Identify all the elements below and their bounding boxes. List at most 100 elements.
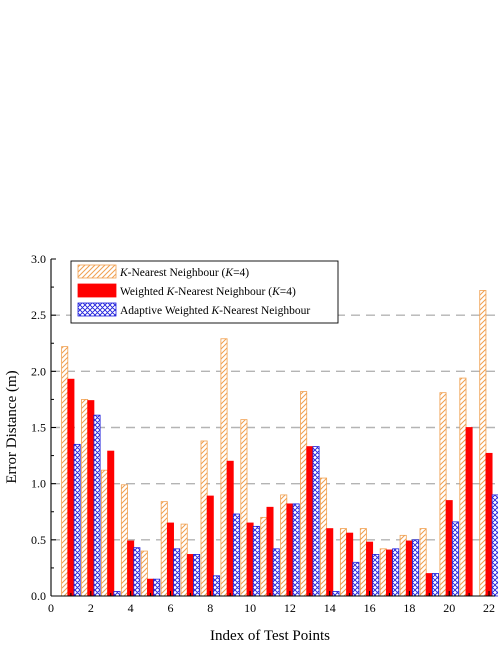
bar-series-3-point-13 xyxy=(312,446,320,597)
legend-swatch-3 xyxy=(77,302,117,317)
legend-label-part: -Nearest Neighbour ( xyxy=(174,286,272,298)
bar-series-3-point-4 xyxy=(133,547,141,597)
bar-series-1-point-11 xyxy=(260,516,268,597)
bar-series-2-point-4 xyxy=(127,540,135,597)
bar-series-1-point-20 xyxy=(439,392,447,597)
bar-series-2-point-8 xyxy=(206,495,214,597)
bar-series-3-point-1 xyxy=(73,443,81,597)
y-axis-title: Error Distance (m) xyxy=(4,370,20,483)
bar-series-3-point-14 xyxy=(332,591,340,597)
legend: K-Nearest Neighbour (K=4)Weighted K-Near… xyxy=(70,260,339,324)
legend-swatch-1 xyxy=(77,264,117,279)
legend-label-1: K-Nearest Neighbour (K=4) xyxy=(119,267,249,279)
bar-series-1-point-15 xyxy=(339,528,347,597)
x-tick-label: 16 xyxy=(364,601,376,615)
bar-series-3-point-3 xyxy=(113,591,121,597)
bar-series-1-point-17 xyxy=(379,548,387,597)
bar-series-2-point-18 xyxy=(405,540,413,597)
axes xyxy=(50,258,495,597)
bar-series-1-point-22 xyxy=(479,290,487,597)
legend-label-part: =4) xyxy=(233,267,249,279)
bar-series-2-point-1 xyxy=(67,378,75,597)
bar-series-2-point-12 xyxy=(286,503,294,597)
x-tick-label: 2 xyxy=(88,601,94,615)
bar-series-1-point-21 xyxy=(459,377,467,597)
bar-series-1-point-10 xyxy=(240,419,248,597)
bar-series-1-point-8 xyxy=(200,440,208,597)
bar-series-2-point-10 xyxy=(246,522,254,597)
bar-series-1-point-2 xyxy=(81,399,89,597)
x-tick-label: 8 xyxy=(207,601,213,615)
bar-series-3-point-10 xyxy=(252,525,260,597)
bar-series-1-point-4 xyxy=(120,484,128,597)
bar-series-1-point-1 xyxy=(61,346,69,597)
x-tick-label: 18 xyxy=(403,601,415,615)
x-tick-label: 22 xyxy=(483,601,495,615)
bar-series-1-point-13 xyxy=(300,391,308,597)
legend-label-part: K xyxy=(210,305,220,317)
bar-series-3-point-16 xyxy=(372,554,380,597)
bar-series-2-point-6 xyxy=(166,522,174,597)
bar-series-2-point-17 xyxy=(385,549,393,597)
bar-series-2-point-15 xyxy=(346,532,354,597)
bar-series-1-point-16 xyxy=(359,528,367,597)
bar-series-3-point-20 xyxy=(451,521,459,597)
x-tick-label: 20 xyxy=(443,601,455,615)
y-tick-label: 2.0 xyxy=(31,364,46,378)
bar-series-3-point-5 xyxy=(153,578,161,597)
legend-label-3: Adaptive Weighted K-Nearest Neighbour xyxy=(120,305,310,317)
x-tick-label: 4 xyxy=(128,601,134,615)
bar-series-3-point-7 xyxy=(193,554,201,597)
y-tick-label: 3.0 xyxy=(31,252,46,266)
bars xyxy=(61,290,498,597)
bar-series-1-point-6 xyxy=(160,501,168,597)
bar-series-2-point-14 xyxy=(326,528,334,597)
legend-label-part: K xyxy=(119,267,129,279)
bar-series-1-point-7 xyxy=(180,523,188,597)
legend-label-part: =4) xyxy=(280,286,296,298)
bar-series-3-point-9 xyxy=(232,513,240,597)
bar-series-3-point-19 xyxy=(431,573,439,597)
bar-series-3-point-15 xyxy=(352,561,360,597)
bar-series-1-point-18 xyxy=(399,534,407,597)
bar-series-1-point-19 xyxy=(419,528,427,597)
bar-series-2-point-3 xyxy=(107,450,115,597)
x-axis-title: Index of Test Points xyxy=(210,628,330,644)
legend-swatch-2 xyxy=(77,283,117,298)
y-tick-label: 1.0 xyxy=(31,477,46,491)
legend-label-part: K xyxy=(166,286,176,298)
y-tick-label: 1.5 xyxy=(31,421,46,435)
bar-series-2-point-9 xyxy=(226,460,234,597)
bar-series-2-point-13 xyxy=(306,446,314,597)
legend-label-part: -Nearest Neighbour xyxy=(219,305,310,317)
x-tick-label: 14 xyxy=(324,601,336,615)
bar-series-2-point-21 xyxy=(465,427,473,597)
bar-series-2-point-11 xyxy=(266,506,274,597)
bar-series-3-point-2 xyxy=(93,414,101,597)
bar-series-2-point-2 xyxy=(87,400,95,597)
y-tick-label: 0.5 xyxy=(31,533,46,547)
bar-series-3-point-11 xyxy=(272,548,280,597)
bar-series-1-point-12 xyxy=(280,494,288,597)
legend-label-part: K xyxy=(224,267,234,279)
bar-series-3-point-6 xyxy=(173,548,181,597)
bar-series-3-point-12 xyxy=(292,503,300,597)
bar-series-2-point-20 xyxy=(445,500,453,597)
x-tick-label: 10 xyxy=(244,601,256,615)
bar-series-1-point-3 xyxy=(101,469,109,597)
bar-series-2-point-16 xyxy=(366,541,374,597)
tick-labels: 0.0 0.5 1.0 1.5 2.0 2.5 3.0 0 2 4 6 8 10 12 14 16 18 20 22 xyxy=(31,252,495,615)
bar-series-2-point-22 xyxy=(485,452,493,597)
legend-label-part: -Nearest Neighbour ( xyxy=(128,267,226,279)
legend-label-part: Weighted xyxy=(120,286,167,298)
bar-series-3-point-18 xyxy=(412,539,420,597)
bar-series-2-point-19 xyxy=(425,573,433,597)
bar-series-3-point-22 xyxy=(491,494,498,597)
y-tick-label: 2.5 xyxy=(31,308,46,322)
gridlines xyxy=(51,314,495,541)
bar-series-3-point-8 xyxy=(212,575,220,597)
bar-series-2-point-7 xyxy=(186,554,194,597)
bar-series-1-point-9 xyxy=(220,338,228,597)
x-tick-label: 12 xyxy=(284,601,296,615)
